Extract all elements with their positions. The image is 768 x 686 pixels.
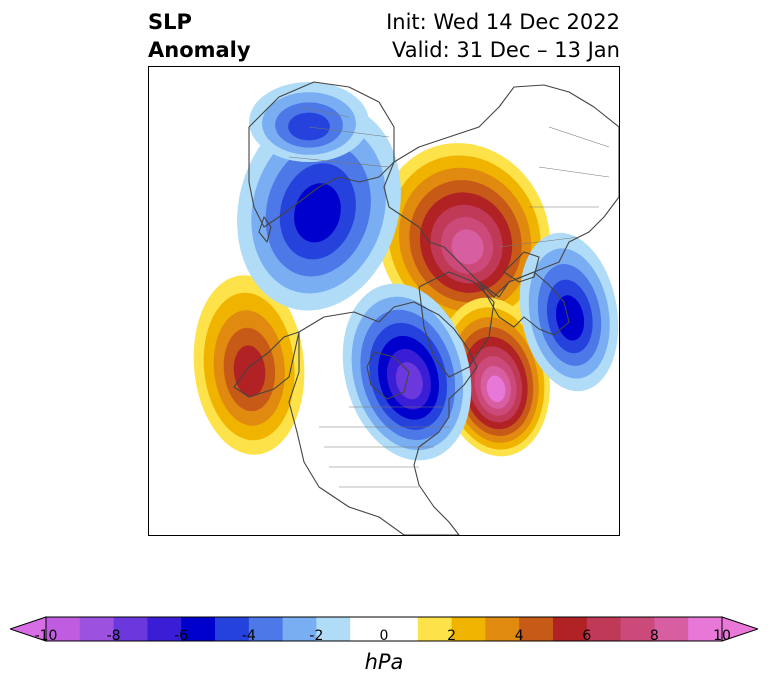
land-outlines — [233, 81, 619, 535]
colorbar-bin — [113, 617, 148, 641]
colorbar-bin — [79, 617, 115, 641]
greenland-outline — [418, 271, 495, 378]
colorbar-bin — [46, 617, 81, 641]
colorbar-tick-label: 6 — [582, 628, 592, 644]
colorbar-tick-label: -6 — [174, 628, 189, 644]
valid-range: Valid: 31 Dec – 13 Jan — [391, 38, 620, 62]
anomaly-contour — [555, 295, 585, 341]
colorbar-bin — [147, 617, 182, 641]
colorbar-bin — [553, 617, 588, 641]
map-canvas — [193, 81, 619, 535]
colorbar-tick-label: 10 — [713, 628, 731, 644]
alaska-outline — [233, 331, 300, 398]
canadian-low-anomaly — [342, 283, 472, 461]
colorbar-bin — [248, 617, 284, 641]
anomaly-map — [148, 66, 620, 536]
colorbar-bin — [586, 617, 622, 641]
colorbar-bin — [282, 617, 317, 641]
colorbar-bin — [316, 617, 351, 641]
country-borders — [288, 106, 610, 488]
colorbar-tick-label: -8 — [106, 628, 121, 644]
chart-title: SLP Anomaly — [148, 8, 251, 64]
title-variable: SLP — [148, 10, 192, 34]
colorbar-bin — [215, 617, 250, 641]
colorbar-tick-label: 2 — [447, 628, 457, 644]
asia-outline — [248, 81, 395, 228]
colorbar-unit: hPa — [364, 650, 404, 674]
colorbar-tick-label: -2 — [309, 628, 324, 644]
colorbar-bin — [688, 617, 723, 641]
colorbar-bin — [451, 617, 486, 641]
hudson-bay-outline — [366, 351, 410, 400]
scandinavia-outline — [503, 251, 540, 283]
northern-asia-low-anomaly — [249, 82, 369, 162]
forecast-dates: Init: Wed 14 Dec 2022 Valid: 31 Dec – 13… — [386, 8, 620, 64]
anomaly-contour — [486, 375, 506, 403]
colorbar-bin — [417, 617, 453, 641]
anomaly-contour — [294, 183, 341, 243]
colorbar-bin — [519, 617, 554, 641]
colorbar-tick-label: 8 — [649, 628, 659, 644]
anomaly-contour — [288, 112, 330, 141]
colorbar-tick-label: -4 — [241, 628, 256, 644]
north-pacific-high-anomaly — [193, 275, 305, 455]
colorbar-tick-label: 4 — [514, 628, 524, 644]
siberian-low-anomaly — [237, 103, 401, 311]
colorbar-bin — [181, 617, 216, 641]
anomaly-contour — [451, 229, 484, 265]
colorbar-tick-label: -10 — [34, 628, 58, 644]
colorbar-bin — [654, 617, 689, 641]
colorbar — [10, 616, 758, 642]
colorbar-frame — [45, 616, 723, 642]
anomaly-field — [193, 82, 619, 461]
colorbar-bins — [46, 617, 723, 641]
eurasia-outline — [383, 84, 619, 298]
colorbar-bin — [350, 617, 419, 641]
init-date: Init: Wed 14 Dec 2022 — [386, 10, 620, 34]
anomaly-contour — [233, 345, 266, 397]
title-variable-sub: Anomaly — [148, 38, 251, 62]
anomaly-contour — [395, 362, 423, 400]
europe-outline — [478, 271, 570, 336]
colorbar-bin — [485, 617, 520, 641]
colorbar-tick-label: 0 — [379, 628, 389, 644]
japan-outline — [258, 216, 272, 243]
colorbar-bin — [620, 617, 655, 641]
